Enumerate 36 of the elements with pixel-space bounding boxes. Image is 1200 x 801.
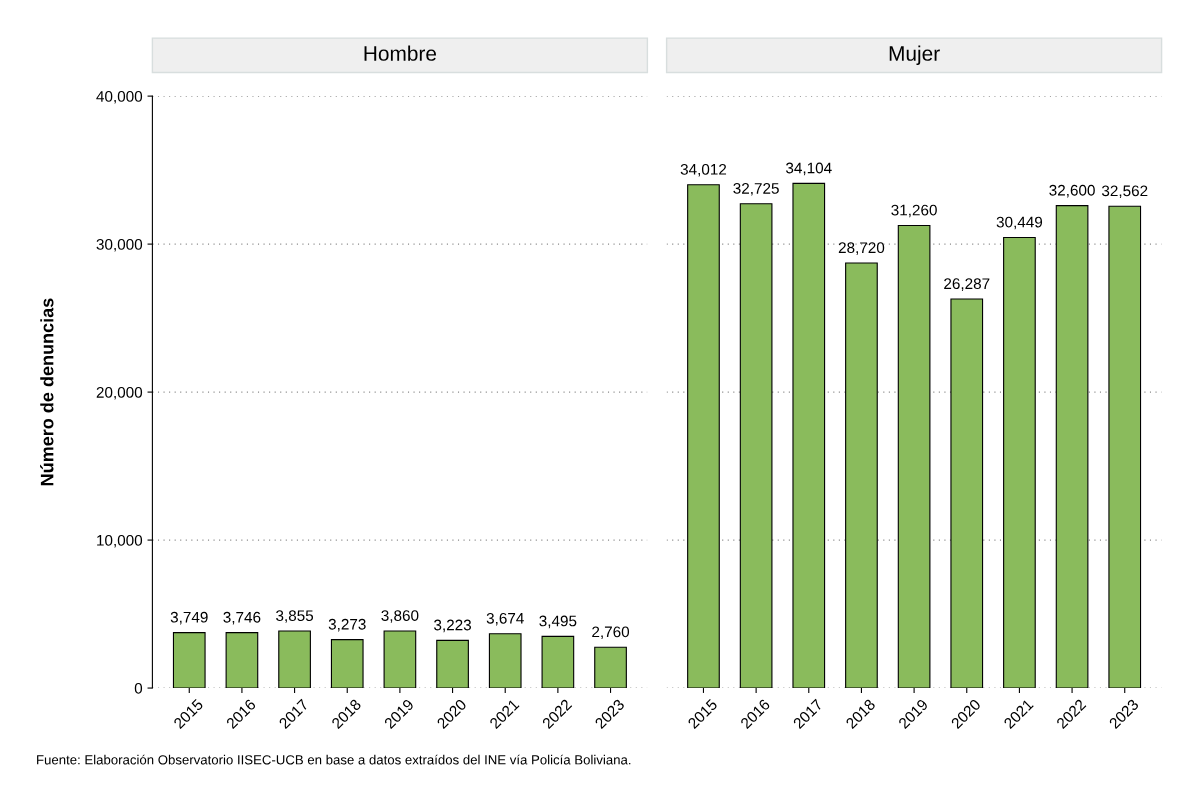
data-label: 3,746 (223, 611, 261, 625)
bar (792, 182, 826, 689)
data-label: 3,495 (539, 615, 577, 629)
bar (1003, 236, 1036, 689)
bar (739, 203, 773, 689)
data-label: 3,674 (486, 612, 524, 626)
data-label: 3,860 (381, 610, 419, 623)
y-tick-label: 0 (134, 682, 143, 694)
data-label: 3,273 (328, 618, 366, 632)
y-axis-title: Número de denuncias (40, 298, 54, 486)
data-label: 3,749 (170, 611, 208, 625)
y-tick-label: 40,000 (96, 90, 143, 104)
bar (950, 298, 984, 689)
data-label: 32,600 (1049, 184, 1095, 198)
data-label: 32,725 (733, 183, 779, 196)
data-label: 28,720 (838, 242, 885, 255)
chart-title: Mujer (889, 45, 940, 65)
bar (845, 262, 878, 689)
data-label: 32,562 (1101, 185, 1148, 199)
y-tick-label: 30,000 (96, 238, 143, 252)
data-label: 31,260 (891, 204, 937, 218)
data-label: 2,760 (592, 626, 630, 640)
source-note: Fuente: Elaboración Observatorio IISEC-UCB en base a datos extraídos del INE vía Policía Boliviana. (37, 754, 631, 765)
chart-title: Hombre (364, 45, 437, 61)
bar (897, 224, 931, 689)
data-label: 26,287 (944, 278, 990, 291)
data-label: 34,104 (786, 162, 832, 176)
bar (1108, 205, 1142, 689)
bar (687, 184, 720, 689)
y-tick-label: 20,000 (96, 386, 143, 400)
data-label: 30,449 (996, 216, 1043, 230)
data-label: 3,855 (276, 610, 314, 623)
data-label: 34,012 (680, 163, 727, 177)
bar (1055, 205, 1089, 689)
y-tick-label: 10,000 (97, 534, 143, 548)
data-label: 3,223 (434, 619, 472, 633)
